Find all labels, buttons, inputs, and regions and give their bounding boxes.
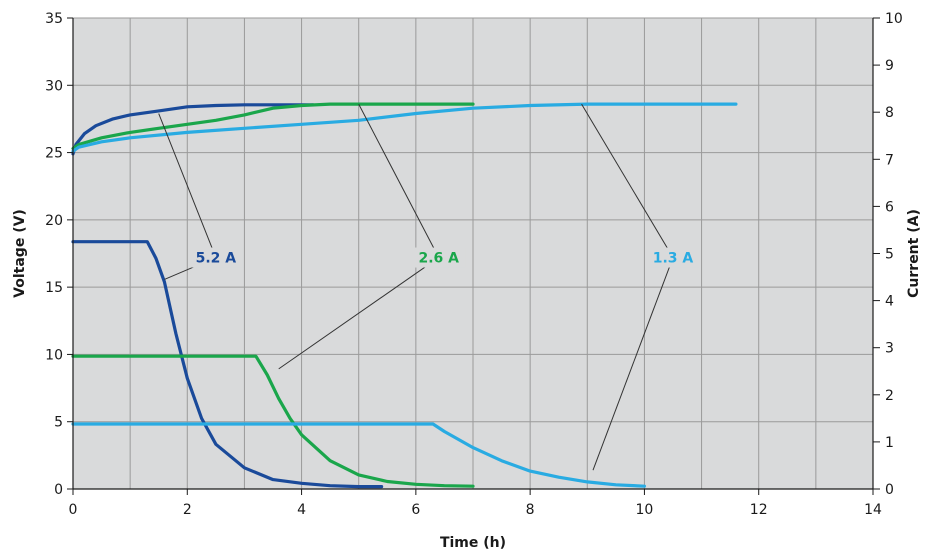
y2-tick-label-6: 6: [885, 199, 894, 215]
y2-tick-label-0: 0: [885, 482, 894, 498]
callout-label-bg-0: [189, 247, 243, 268]
callouts: 5.2 A 2.6 A 1.3 A: [158, 103, 700, 471]
callout-label-2: 1.3 A: [653, 251, 694, 267]
x-tick-label-5: 10: [636, 502, 654, 518]
y2-tick-label-3: 3: [885, 341, 894, 357]
y-tick-label-7: 35: [45, 11, 63, 27]
y2-axis-title: Current (A): [906, 209, 922, 298]
y-tick-label-2: 10: [45, 347, 63, 363]
series-voltage-2-6-A: [71, 102, 475, 151]
series-lines: [71, 102, 738, 489]
y2-tick-label-9: 9: [885, 58, 894, 74]
y2-tick-label-7: 7: [885, 152, 894, 168]
y-tick-label-3: 15: [45, 280, 63, 296]
callout-label-bg-1: [412, 247, 466, 268]
y2-tick-label-10: 10: [885, 11, 903, 27]
callout-leader-2-0: [581, 103, 674, 258]
y-tick-label-4: 20: [45, 213, 63, 229]
callout-leader-0-0: [158, 113, 217, 258]
callout-label-bg-2: [646, 247, 700, 268]
y2-tick-label-1: 1: [885, 435, 894, 451]
callout-leader-1-1: [278, 257, 439, 370]
x-tick-label-1: 2: [183, 502, 192, 518]
x-tick-label-0: 0: [69, 502, 78, 518]
y2-tick-label-2: 2: [885, 388, 894, 404]
y2-tick-label-8: 8: [885, 105, 894, 121]
y-axis-title: Voltage (V): [12, 209, 28, 298]
callout-label-0: 5.2 A: [196, 251, 237, 267]
series-current-1-3-A: [71, 422, 646, 488]
callout-label-1: 2.6 A: [418, 251, 459, 267]
y2-tick-label-5: 5: [885, 247, 894, 263]
x-tick-label-2: 4: [297, 502, 306, 518]
x-tick-label-7: 14: [864, 502, 882, 518]
y-tick-label-5: 25: [45, 146, 63, 162]
series-voltage-5-2-A: [71, 103, 315, 156]
series-current-5-2-A: [71, 240, 384, 489]
x-tick-label-3: 6: [411, 502, 420, 518]
x-tick-label-6: 12: [750, 502, 768, 518]
series-current-2-6-A: [71, 354, 475, 488]
y-tick-label-0: 0: [54, 482, 63, 498]
x-axis-title: Time (h): [440, 535, 506, 551]
series-voltage-1-3-A: [71, 102, 738, 153]
x-tick-label-4: 8: [526, 502, 535, 518]
callout-leader-2-1: [592, 257, 674, 471]
y2-tick-label-4: 4: [885, 294, 894, 310]
callout-leader-1-0: [358, 103, 440, 258]
y-tick-label-6: 30: [45, 78, 63, 94]
y-tick-label-1: 5: [54, 415, 63, 431]
